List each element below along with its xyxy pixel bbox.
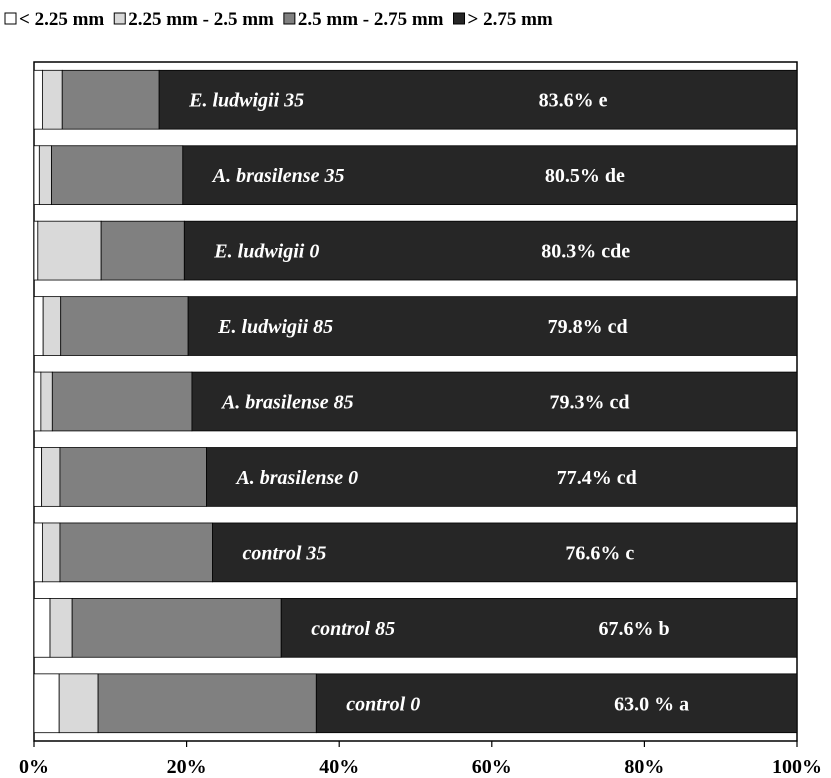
category-label-a-brasilense-35: A. brasilense 35 xyxy=(211,165,345,187)
bar-e-ludwigii-35-2-25-mm-2-5-mm xyxy=(41,69,63,130)
bar-e-ludwigii-85-2-5-mm-2-75-mm xyxy=(60,296,189,356)
legend: < 2.25 mm 2.25 mm - 2.5 mm 2.5 mm - 2.75 m… xyxy=(4,9,553,30)
category-label-control-35: control 35 xyxy=(243,542,327,564)
category-label-e-ludwigii-0: E. ludwigii 0 xyxy=(213,241,319,263)
x-tick-label-100: 100% xyxy=(772,756,822,778)
value-label-e-ludwigii-35: 83.6% e xyxy=(539,90,608,112)
bar-a-brasilense-85-2-25-mm-2-5-mm xyxy=(40,371,53,432)
value-label-control-85: 67.6% b xyxy=(599,618,670,640)
bar-e-ludwigii-0-2-75-mm xyxy=(183,220,798,281)
legend-swatch-2-75-mm xyxy=(453,12,466,25)
bar-a-brasilense-0-2-25-mm-2-5-mm xyxy=(41,447,61,507)
bar-control-85-2-25-mm xyxy=(33,598,51,658)
x-tick-label-60: 60% xyxy=(472,756,512,778)
bar-a-brasilense-35-2-25-mm-2-5-mm xyxy=(38,145,52,205)
bar-control-35-2-25-mm-2-5-mm xyxy=(41,522,61,583)
legend-label-2-5-mm-2-75-mm: 2.5 mm - 2.75 mm xyxy=(298,9,444,30)
bar-e-ludwigii-85-2-75-mm xyxy=(187,296,798,356)
value-label-a-brasilense-85: 79.3% cd xyxy=(549,392,629,414)
legend-label-2-25-mm: < 2.25 mm xyxy=(19,9,104,30)
bar-a-brasilense-85-2-25-mm xyxy=(33,371,42,432)
bar-a-brasilense-35-2-25-mm xyxy=(33,145,40,205)
bar-a-brasilense-85-2-5-mm-2-75-mm xyxy=(51,371,193,432)
bar-e-ludwigii-35-2-75-mm xyxy=(158,69,798,130)
bar-e-ludwigii-35-2-25-mm xyxy=(33,69,43,130)
bar-e-ludwigii-0-2-5-mm-2-75-mm xyxy=(100,220,185,281)
bar-control-85-2-25-mm-2-5-mm xyxy=(49,598,73,658)
legend-label-2-75-mm: > 2.75 mm xyxy=(468,9,553,30)
legend-swatch-2-25-mm-2-5-mm xyxy=(113,12,126,25)
plot-area: E. ludwigii 35 83.6% e A. brasilense 35 80.… xyxy=(33,61,798,742)
bar-a-brasilense-0-2-75-mm xyxy=(206,447,798,507)
value-label-a-brasilense-0: 77.4% cd xyxy=(557,467,637,489)
category-label-control-85: control 85 xyxy=(311,618,395,640)
bar-control-0-2-25-mm xyxy=(33,673,60,734)
bar-control-35-2-25-mm xyxy=(33,522,43,583)
bar-control-35-2-75-mm xyxy=(212,522,798,583)
value-label-e-ludwigii-85: 79.8% cd xyxy=(548,316,628,338)
bar-control-85-2-75-mm xyxy=(280,598,798,658)
x-axis: 0% 20% 40% 60% 80% 100% xyxy=(19,741,822,778)
bar-a-brasilense-35-2-75-mm xyxy=(182,145,798,205)
value-label-e-ludwigii-0: 80.3% cde xyxy=(541,241,630,263)
bar-control-35-2-5-mm-2-75-mm xyxy=(59,522,213,583)
x-tick-label-40: 40% xyxy=(319,756,359,778)
bar-e-ludwigii-0-2-25-mm-2-5-mm xyxy=(37,220,102,281)
bar-e-ludwigii-85-2-25-mm xyxy=(33,296,44,356)
legend-swatch-2-25-mm xyxy=(4,12,17,25)
bar-control-0-2-75-mm xyxy=(315,673,798,734)
bar-a-brasilense-35-2-5-mm-2-75-mm xyxy=(51,145,184,205)
x-tick-label-80: 80% xyxy=(624,756,664,778)
legend-label-2-25-mm-2-5-mm: 2.25 mm - 2.5 mm xyxy=(128,9,274,30)
bar-control-0-2-5-mm-2-75-mm xyxy=(97,673,317,734)
legend-swatch-2-5-mm-2-75-mm xyxy=(283,12,296,25)
category-label-a-brasilense-85: A. brasilense 85 xyxy=(220,392,354,414)
bar-e-ludwigii-0-2-25-mm xyxy=(33,220,39,281)
value-label-control-0: 63.0 % a xyxy=(614,693,689,715)
bar-control-85-2-5-mm-2-75-mm xyxy=(71,598,282,658)
x-tick-label-20: 20% xyxy=(167,756,207,778)
category-label-a-brasilense-0: A. brasilense 0 xyxy=(234,467,358,489)
bar-e-ludwigii-85-2-25-mm-2-5-mm xyxy=(42,296,62,356)
category-label-e-ludwigii-35: E. ludwigii 35 xyxy=(188,90,304,112)
bar-a-brasilense-0-2-5-mm-2-75-mm xyxy=(59,447,207,507)
category-label-e-ludwigii-85: E. ludwigii 85 xyxy=(217,316,333,338)
value-label-control-35: 76.6% c xyxy=(565,542,634,564)
bar-e-ludwigii-35-2-5-mm-2-75-mm xyxy=(61,69,160,130)
value-label-a-brasilense-35: 80.5% de xyxy=(545,165,625,187)
x-tick-label-0: 0% xyxy=(19,756,49,778)
bar-a-brasilense-85-2-75-mm xyxy=(191,371,798,432)
category-label-control-0: control 0 xyxy=(346,693,420,715)
bar-a-brasilense-0-2-25-mm xyxy=(33,447,43,507)
bar-control-0-2-25-mm-2-5-mm xyxy=(58,673,99,734)
